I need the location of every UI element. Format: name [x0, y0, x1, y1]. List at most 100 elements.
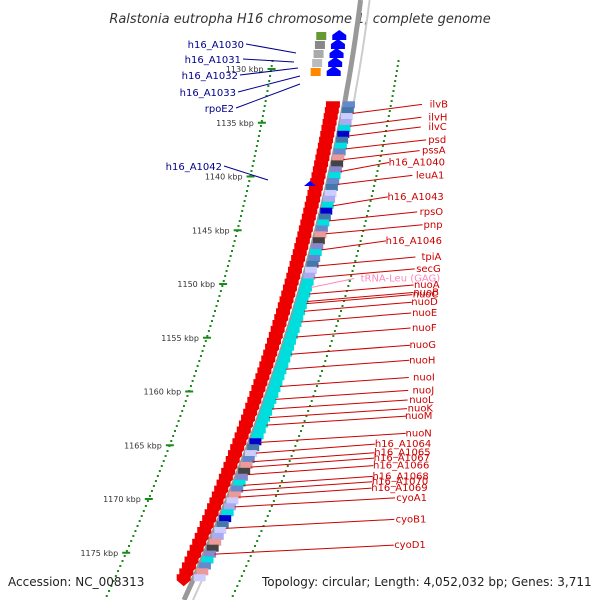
gene-label-nuoN[interactable]: nuoN [406, 428, 432, 439]
gene-function-box [238, 467, 251, 475]
gene-label-h16_A1068[interactable]: h16_A1068 [372, 471, 428, 482]
gene-function-box [293, 308, 306, 316]
genome-summary: Topology: circular; Length: 4,052,032 bp… [261, 575, 592, 589]
gene-label-ilvB[interactable]: ilvB [430, 99, 448, 110]
gene-function-box [270, 379, 283, 387]
gene-label-cyoB1[interactable]: cyoB1 [396, 514, 427, 525]
gene-label-nuoK[interactable]: nuoK [408, 404, 434, 415]
gene-function-box [287, 325, 300, 333]
forward-gene-arrow[interactable] [330, 39, 345, 49]
gene-function-box [216, 521, 229, 529]
forward-gene-arrow[interactable] [329, 48, 344, 58]
label-leader-line [272, 399, 408, 410]
gene-label-nuoM[interactable]: nuoM [405, 411, 432, 422]
gene-label-secG[interactable]: secG [416, 264, 441, 275]
gene-function-box [291, 314, 304, 322]
label-leader-line [225, 518, 395, 529]
gene-label-h16_A1067[interactable]: h16_A1067 [374, 453, 430, 464]
gene-label-psd[interactable]: psd [428, 135, 446, 146]
gene-function-box [325, 184, 338, 192]
gene-label-nuoJ[interactable]: nuoJ [412, 385, 434, 396]
gene-function-box [289, 320, 302, 328]
gene-label-ilvC[interactable]: ilvC [428, 122, 446, 133]
gene-function-box [314, 41, 325, 49]
gene-label-ilvH[interactable]: ilvH [428, 112, 447, 123]
gene-function-box [340, 113, 353, 121]
gene-function-box [219, 515, 232, 523]
gene-label-nuoL[interactable]: nuoL [409, 395, 434, 406]
gene-label-rpsO[interactable]: rpsO [420, 207, 444, 218]
gene-function-box [201, 556, 214, 564]
gene-label-cyoA1[interactable]: cyoA1 [396, 493, 427, 504]
label-leader-line [255, 443, 376, 454]
gene-function-box [204, 550, 217, 558]
gene-function-box [247, 444, 260, 452]
gene-label-h16_A1070[interactable]: h16_A1070 [372, 477, 428, 488]
gene-label-h16_A1030[interactable]: h16_A1030 [188, 40, 244, 51]
gene-function-box [264, 396, 277, 404]
gene-label-h16_A1046[interactable]: h16_A1046 [386, 236, 442, 247]
gene-function-box [304, 266, 317, 274]
gene-label-nuoH[interactable]: nuoH [409, 355, 435, 366]
gene-label-leuA1[interactable]: leuA1 [416, 170, 444, 181]
gene-label-nuoE[interactable]: nuoE [412, 308, 437, 319]
label-leader-line [250, 457, 375, 468]
map-title: Ralstonia eutropha H16 chromosome 1, com… [109, 12, 490, 27]
gene-function-box [316, 32, 327, 40]
gene-function-box [315, 225, 328, 233]
gene-label-nuoF[interactable]: nuoF [412, 323, 437, 334]
gene-label-nuoI[interactable]: nuoI [413, 372, 435, 383]
gene-label-rpoE2[interactable]: rpoE2 [205, 104, 234, 115]
gene-function-box [193, 574, 206, 582]
gene-label-h16_A1065[interactable]: h16_A1065 [374, 448, 430, 459]
gene-function-box [209, 538, 222, 546]
label-leader-line [290, 344, 411, 355]
gene-label-h16_A1066[interactable]: h16_A1066 [373, 461, 429, 472]
reverse-gene-arrow[interactable] [176, 574, 191, 587]
gene-label-nuoG[interactable]: nuoG [409, 340, 436, 351]
gene-label-cyoD1[interactable]: cyoD1 [394, 540, 426, 551]
gene-function-box [320, 207, 333, 215]
forward-gene-arrow[interactable] [304, 181, 316, 186]
gene-function-box [323, 195, 336, 203]
gene-label-h16_A1033[interactable]: h16_A1033 [180, 88, 236, 99]
label-leader-line [352, 103, 423, 114]
gene-function-box [283, 337, 296, 345]
gene-function-box [249, 438, 262, 446]
gene-label-tpiA[interactable]: tpiA [422, 252, 442, 263]
label-leader-line [268, 408, 408, 419]
gene-label-h16_A1043[interactable]: h16_A1043 [387, 192, 443, 203]
gene-label-pssA[interactable]: pssA [422, 146, 446, 157]
gene-function-box [235, 473, 248, 481]
gene-label-nuoB[interactable]: nuoB [413, 288, 439, 299]
label-leader-line [279, 376, 409, 387]
forward-gene-arrow[interactable] [328, 57, 343, 67]
forward-gene-arrow[interactable] [332, 30, 347, 40]
gene-label-h16_A1069[interactable]: h16_A1069 [371, 483, 427, 494]
gene-function-box [342, 101, 355, 109]
gene-function-box [336, 136, 349, 144]
gene-function-box [198, 562, 211, 570]
label-leader-line [296, 327, 411, 338]
gene-function-box [251, 432, 264, 440]
gene-label-nuoA[interactable]: nuoA [414, 280, 440, 291]
gene-label-h16_A1031[interactable]: h16_A1031 [185, 55, 241, 66]
gene-label-h16_A1032[interactable]: h16_A1032 [182, 71, 238, 82]
gene-label-nuoD[interactable]: nuoD [411, 297, 438, 308]
gene-label-h16_A1040[interactable]: h16_A1040 [389, 157, 445, 168]
gene-function-box [206, 544, 219, 552]
label-leader-line [247, 465, 374, 476]
gene-function-box [332, 154, 345, 162]
gene-function-box [333, 148, 346, 156]
gene-function-box [328, 172, 341, 180]
gene-function-box [306, 260, 319, 268]
gene-label-tRNA-Leu-GAG-[interactable]: tRNA-Leu (GAG) [361, 274, 441, 285]
forward-gene-arrow[interactable] [326, 66, 341, 76]
gene-label-nuoC[interactable]: nuoC [413, 290, 439, 301]
gene-label-h16_A1064[interactable]: h16_A1064 [375, 439, 431, 450]
gene-label-h16_A1042[interactable]: h16_A1042 [166, 162, 222, 173]
label-leader-line [300, 312, 412, 323]
gene-label-pnp[interactable]: pnp [424, 220, 443, 231]
gene-function-box [255, 420, 268, 428]
accession-text: Accession: NC_008313 [8, 575, 144, 589]
